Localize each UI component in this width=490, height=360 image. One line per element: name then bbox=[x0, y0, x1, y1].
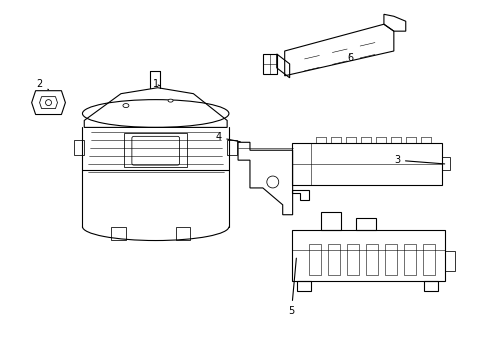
Text: 3: 3 bbox=[394, 155, 444, 165]
Text: 6: 6 bbox=[347, 53, 353, 63]
FancyBboxPatch shape bbox=[132, 136, 179, 165]
Circle shape bbox=[46, 100, 51, 105]
FancyBboxPatch shape bbox=[328, 243, 340, 275]
Text: 1: 1 bbox=[152, 79, 160, 89]
FancyBboxPatch shape bbox=[366, 243, 378, 275]
FancyBboxPatch shape bbox=[404, 243, 416, 275]
Ellipse shape bbox=[123, 104, 129, 108]
Text: 2: 2 bbox=[36, 79, 49, 90]
Text: 4: 4 bbox=[215, 132, 240, 142]
Ellipse shape bbox=[168, 99, 173, 102]
FancyBboxPatch shape bbox=[310, 243, 321, 275]
Ellipse shape bbox=[82, 100, 229, 127]
FancyBboxPatch shape bbox=[422, 243, 435, 275]
FancyBboxPatch shape bbox=[385, 243, 397, 275]
Text: 5: 5 bbox=[288, 258, 296, 316]
Ellipse shape bbox=[267, 176, 279, 188]
FancyBboxPatch shape bbox=[347, 243, 359, 275]
